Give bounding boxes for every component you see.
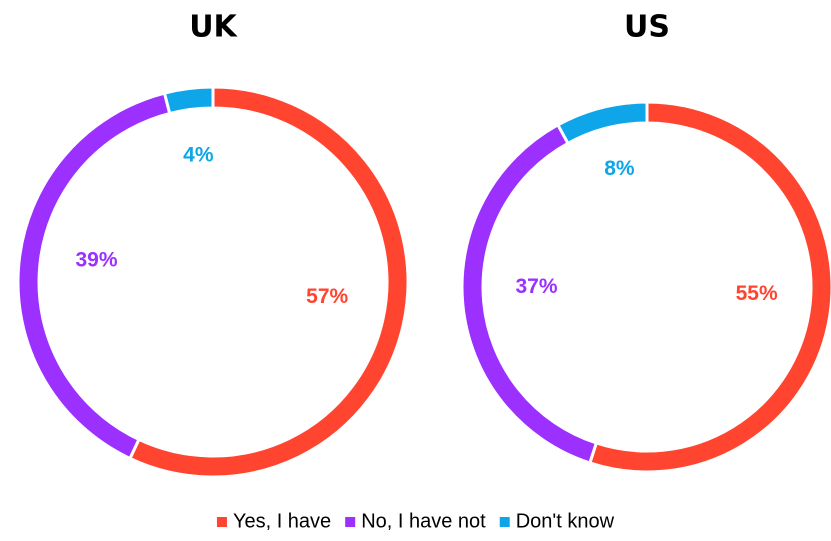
donut-segment — [555, 100, 649, 146]
legend-swatch — [216, 517, 227, 527]
data-label: 57% — [306, 285, 348, 308]
data-label: 37% — [515, 275, 557, 298]
chart-title: UK — [189, 10, 238, 45]
legend-label: No, I have not — [361, 510, 486, 532]
legend-label: Yes, I have — [233, 510, 331, 532]
chart-title: US — [624, 10, 670, 45]
data-label: 8% — [604, 157, 635, 180]
legend-swatch — [499, 517, 510, 527]
legend-label: Don't know — [516, 510, 615, 532]
donut-segment — [162, 85, 215, 116]
data-label: 4% — [183, 143, 214, 166]
donut-segment — [16, 91, 172, 461]
legend-swatch — [345, 517, 356, 527]
data-label: 55% — [736, 282, 778, 305]
data-label: 39% — [76, 249, 118, 272]
donut-segment — [127, 85, 410, 479]
